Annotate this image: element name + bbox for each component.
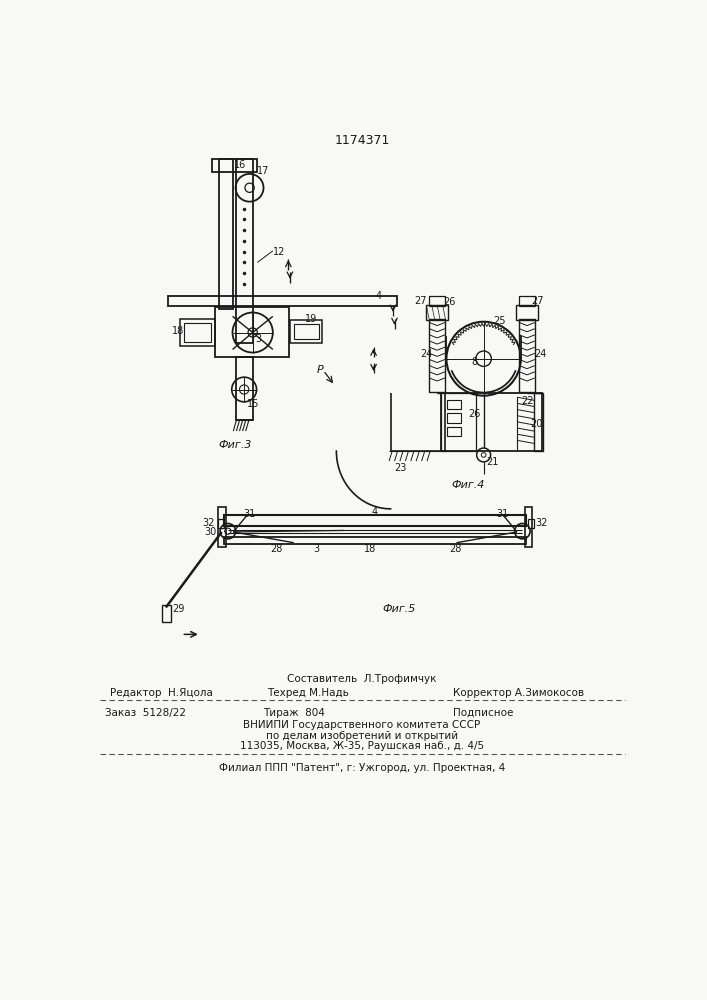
Bar [429,319,445,392]
Bar [525,507,532,547]
Bar [235,158,252,343]
Text: 4: 4 [375,291,381,301]
Text: 32: 32 [535,518,548,528]
Text: 32: 32 [202,518,215,528]
Text: Подписное: Подписное [452,708,513,718]
Text: 25: 25 [493,316,506,326]
Bar [448,400,461,409]
Text: Фиг.5: Фиг.5 [383,604,416,614]
Text: 18: 18 [363,544,375,554]
Text: 28: 28 [449,544,461,554]
Text: 19: 19 [305,314,317,324]
Text: 27: 27 [532,296,544,306]
Text: Тираж  804: Тираж 804 [263,708,325,718]
Text: Фиг.3: Фиг.3 [218,440,252,450]
Bar [519,296,534,306]
Bar [235,357,252,420]
Text: 8: 8 [472,357,477,367]
Text: по делам изобретений и открытий: по делам изобретений и открытий [266,731,458,741]
Bar [162,605,170,622]
Text: ВНИИПИ Государственного комитета СССР: ВНИИПИ Государственного комитета СССР [243,720,481,730]
Text: 27: 27 [414,296,427,306]
Text: 24: 24 [534,349,547,359]
Bar [426,305,448,320]
Bar [290,320,322,343]
Text: 21: 21 [486,457,499,467]
Text: Корректор А.Зимокосов: Корректор А.Зимокосов [452,688,584,698]
Bar [429,296,445,306]
Bar [184,323,211,342]
Text: 26: 26 [443,297,456,307]
Text: P: P [317,365,324,375]
Text: 113035, Москва, Ж-35, Раушская наб., д. 4/5: 113035, Москва, Ж-35, Раушская наб., д. … [240,741,484,751]
Text: Филиал ППП "Патент", г: Ужгород, ул. Проектная, 4: Филиал ППП "Патент", г: Ужгород, ул. Про… [219,763,505,773]
Text: 18: 18 [172,326,185,336]
Text: Редактор  Н.Яцола: Редактор Н.Яцола [110,688,213,698]
Text: Техред М.Надь: Техред М.Надь [267,688,349,698]
Text: 16: 16 [234,160,246,170]
Bar [441,393,542,451]
Bar [218,519,224,528]
Text: Заказ  5128/22: Заказ 5128/22 [105,708,187,718]
Bar [534,393,543,451]
Bar [180,319,215,346]
Bar [516,305,538,320]
Text: 17: 17 [257,166,269,176]
Bar [168,296,397,306]
Text: 24: 24 [420,349,433,359]
Bar [212,158,257,172]
Text: 20: 20 [530,419,542,429]
Bar [224,537,526,544]
Bar [218,158,233,309]
Text: 26: 26 [468,409,481,419]
Bar [224,515,526,526]
Text: Фиг.4: Фиг.4 [452,480,485,490]
Text: 23: 23 [395,463,407,473]
Bar [293,324,319,339]
Text: 15: 15 [247,399,259,409]
Text: 29: 29 [172,604,185,614]
Text: 3: 3 [256,334,262,344]
Text: 31: 31 [497,509,509,519]
Text: 4: 4 [371,507,378,517]
Bar [528,519,534,528]
Text: 3: 3 [313,544,320,554]
Bar [519,319,534,392]
Text: Составитель  Л.Трофимчук: Составитель Л.Трофимчук [287,674,437,684]
Bar [216,307,289,357]
Bar [448,427,461,436]
Bar [218,507,226,547]
Text: 22: 22 [521,396,533,406]
Bar [441,393,476,451]
Text: 31: 31 [243,509,256,519]
Bar [448,413,461,423]
Text: 28: 28 [271,544,283,554]
Text: 30: 30 [204,527,217,537]
Text: 1174371: 1174371 [334,134,390,147]
Text: 12: 12 [273,247,285,257]
